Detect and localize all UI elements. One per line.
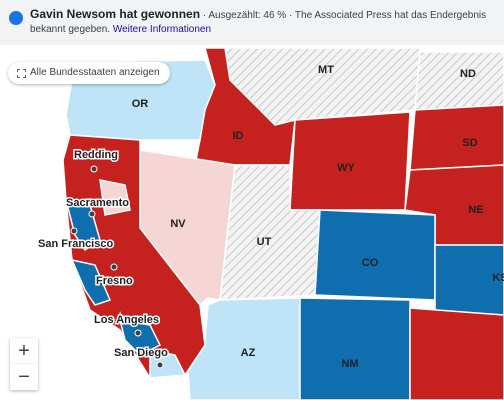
state-sd[interactable] [409, 104, 504, 171]
state-nm[interactable] [299, 297, 411, 400]
result-banner: Gavin Newsom hat gewonnen · Ausgezählt: … [0, 0, 504, 45]
state-label: WY [337, 162, 355, 174]
state-co[interactable] [314, 209, 436, 301]
state-id[interactable] [194, 47, 296, 166]
show-all-states-button[interactable]: Alle Bundesstaaten anzeigen [8, 62, 170, 84]
city-label: Los Angeles [94, 314, 159, 326]
state-ok[interactable] [409, 307, 504, 400]
city-dot [70, 227, 78, 235]
state-label: NE [468, 204, 483, 216]
state-label: KS [492, 272, 504, 284]
city-label: Redding [74, 149, 118, 161]
county-pink [99, 179, 131, 216]
zoom-in[interactable]: + [10, 338, 38, 364]
city-label: San Diego [114, 347, 168, 359]
city-dot [156, 361, 164, 369]
state-label: NV [170, 218, 186, 230]
city-label: Sacramento [66, 197, 129, 209]
check-icon [9, 11, 23, 25]
zoom-out[interactable]: − [10, 364, 38, 390]
button-label: Alle Bundesstaaten anzeigen [30, 67, 160, 78]
city-dot [134, 329, 142, 337]
state-nd[interactable] [414, 51, 504, 111]
state-label: AZ [241, 347, 256, 359]
states [62, 47, 504, 400]
state-label: SD [462, 137, 477, 149]
city-dot [88, 210, 96, 218]
state-label: NM [341, 358, 358, 370]
city-label: Fresno [96, 275, 133, 287]
counted: · Ausgezählt: 46 % [202, 10, 287, 21]
state-label: CO [362, 257, 379, 269]
county-light [149, 349, 187, 379]
city-label: San Francisco [38, 238, 113, 250]
status: · The Associated Press hat das Endergebn… [30, 10, 487, 35]
county-blue [70, 258, 112, 306]
state-label: ND [460, 68, 476, 80]
state-label: OR [132, 98, 149, 110]
cities: Redding Sacramento San Francisco Fresno … [37, 147, 170, 369]
state-label: ID [233, 130, 244, 142]
more-info-link[interactable]: Weitere Informationen [112, 24, 212, 35]
state-label: UT [257, 236, 272, 248]
state-ks[interactable] [434, 244, 504, 316]
city-dot [110, 263, 118, 271]
city-dot [90, 165, 98, 173]
state-label: MT [318, 64, 334, 76]
state-labels: MT ND OR ID SD WY NE NV UT CO KS AZ NM [132, 64, 504, 370]
banner-title: Gavin Newsom hat gewonnen [30, 7, 201, 21]
